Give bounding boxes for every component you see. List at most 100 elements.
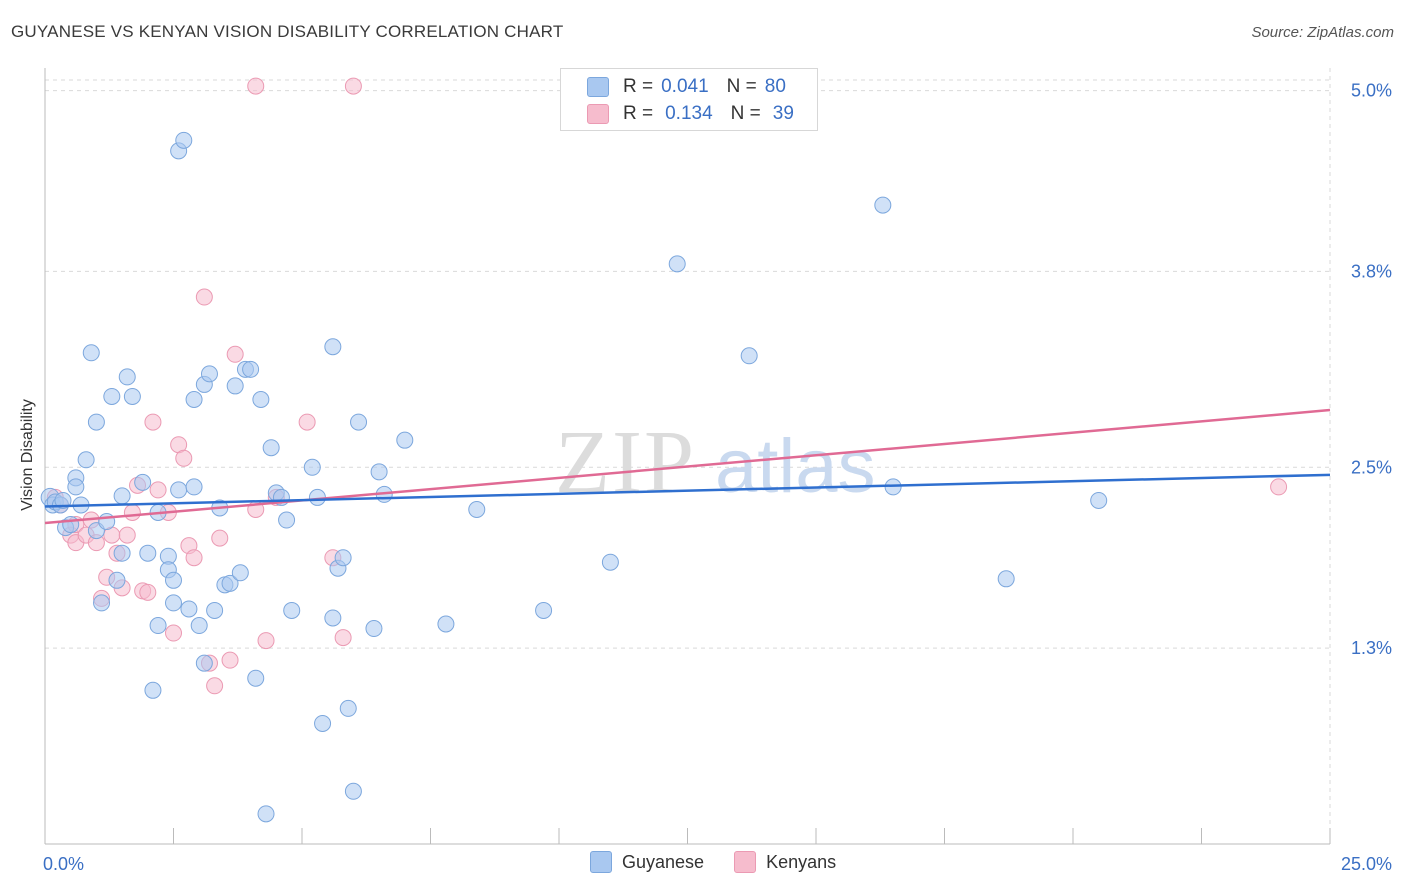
guyanese-point	[303, 458, 321, 476]
guyanese-point	[113, 487, 131, 505]
guyanese-point	[468, 500, 486, 518]
guyanese-point	[252, 390, 270, 408]
source-label: Source: ZipAtlas.com	[1251, 24, 1394, 41]
y-tick-label: 1.3%	[1351, 638, 1392, 658]
kenyan-point	[118, 526, 136, 544]
guyanese-point	[103, 387, 121, 405]
kenyan-point	[185, 549, 203, 567]
legend-n-value: 80	[764, 76, 786, 97]
guyanese-point	[170, 481, 188, 499]
tick-labels: 1.3% 2.5% 3.8% 5.0% 0.0% 25.0%	[43, 81, 1392, 874]
guyanese-point	[324, 609, 342, 627]
guyanese-point	[195, 654, 213, 672]
kenyan-point	[165, 624, 182, 642]
x-tick-label: 25.0%	[1341, 854, 1392, 874]
kenyan-point	[221, 651, 239, 669]
guyanese-point	[231, 564, 249, 582]
guyanese-point	[77, 451, 95, 469]
legend-swatch-kenyans	[587, 104, 609, 124]
guyanese-point	[185, 478, 203, 496]
chart-title: GUYANESE VS KENYAN VISION DISABILITY COR…	[11, 22, 564, 41]
guyanese-point	[334, 549, 352, 567]
legend-box: R = 0.041 N = 80 R = 0.134 N = 39	[560, 68, 818, 131]
y-tick-label: 5.0%	[1351, 81, 1392, 101]
guyanese-point	[113, 544, 131, 562]
guyanese-trend-line	[44, 473, 1331, 508]
guyanese-point	[185, 390, 203, 408]
guyanese-point	[365, 620, 383, 638]
guyanese-points	[40, 131, 1108, 823]
guyanese-point	[165, 571, 182, 589]
guyanese-point	[339, 699, 357, 717]
legend-row-kenyans: R = 0.134 N = 39	[587, 102, 794, 126]
guyanese-point	[278, 511, 296, 529]
guyanese-point	[54, 491, 72, 509]
guyanese-point	[283, 601, 301, 619]
legend-n-label: N =	[726, 76, 757, 97]
guyanese-point	[118, 368, 136, 386]
guyanese-point	[180, 600, 198, 618]
legend-n-value: 39	[772, 103, 794, 124]
legend-r-value: 0.041	[661, 76, 709, 97]
guyanese-point	[134, 473, 152, 491]
guyanese-point	[149, 617, 167, 635]
legend-row-guyanese: R = 0.041 N = 80	[587, 75, 786, 99]
guyanese-point	[370, 463, 388, 481]
legend-r-value: 0.134	[665, 103, 713, 124]
guyanese-point	[62, 516, 80, 534]
guyanese-point	[437, 615, 455, 633]
kenyan-point	[139, 583, 157, 601]
guyanese-point	[226, 377, 244, 395]
watermark-zip: ZIP	[555, 413, 696, 512]
y-tick-label: 2.5%	[1351, 457, 1392, 477]
guyanese-point	[314, 714, 332, 732]
kenyan-point	[175, 449, 193, 467]
guyanese-point	[200, 365, 218, 383]
guyanese-point	[93, 594, 111, 612]
kenyan-point	[344, 77, 362, 95]
legend-n-label: N =	[730, 103, 761, 124]
kenyan-point	[195, 288, 213, 306]
bottom-legend-kenyans[interactable]: Kenyans	[734, 851, 836, 873]
guyanese-point	[1090, 491, 1108, 509]
guyanese-point	[350, 413, 368, 431]
guyanese-point	[221, 574, 239, 592]
kenyan-point	[144, 413, 162, 431]
guyanese-point	[344, 782, 362, 800]
legend-swatch-guyanese	[587, 77, 609, 97]
bottom-legend-label-guyanese: Guyanese	[622, 851, 705, 872]
guyanese-point	[108, 571, 126, 589]
y-tick-label: 3.8%	[1351, 261, 1392, 281]
guyanese-point	[740, 347, 758, 365]
guyanese-point	[324, 338, 342, 356]
bottom-legend-guyanese[interactable]: Guyanese	[590, 851, 704, 873]
guyanese-point	[257, 805, 275, 823]
guyanese-point	[87, 413, 105, 431]
guyanese-point	[601, 553, 619, 571]
guyanese-point	[997, 570, 1015, 588]
guyanese-point	[874, 196, 892, 214]
guyanese-point	[144, 681, 162, 699]
bottom-legend-swatch-kenyans	[734, 851, 757, 873]
legend-r-label: R =	[623, 103, 654, 124]
guyanese-point	[165, 594, 182, 612]
guyanese-point	[123, 387, 141, 405]
guyanese-point	[139, 544, 157, 562]
guyanese-point	[175, 131, 193, 149]
legend-r-label: R =	[623, 76, 654, 97]
x-tick-label: 0.0%	[43, 854, 84, 874]
guyanese-point	[668, 255, 686, 273]
guyanese-point	[262, 439, 280, 457]
kenyan-trend-line	[44, 408, 1331, 525]
kenyan-point	[298, 413, 316, 431]
kenyan-point	[1270, 478, 1288, 496]
guyanese-point	[67, 478, 85, 496]
kenyan-point	[257, 632, 275, 650]
guyanese-point	[82, 344, 100, 362]
kenyan-point	[334, 629, 352, 647]
kenyan-point	[211, 529, 229, 547]
guyanese-point	[206, 601, 224, 619]
watermark-atlas: atlas	[715, 424, 876, 509]
kenyan-point	[123, 504, 141, 522]
